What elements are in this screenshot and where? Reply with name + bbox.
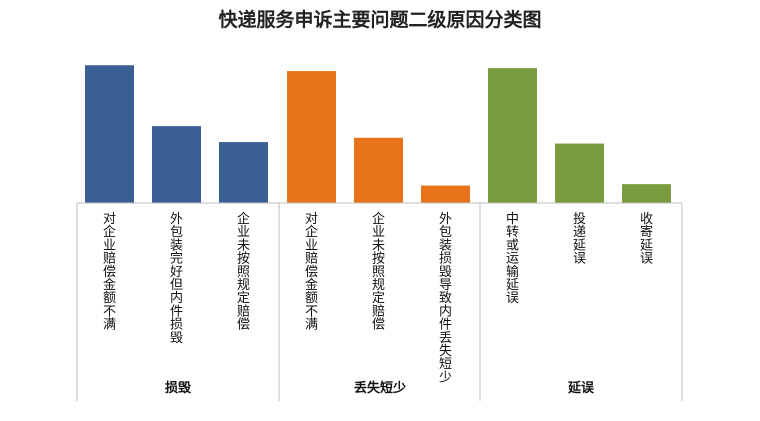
bar-2-1 bbox=[287, 71, 336, 203]
category-label: 对企业赔偿金额不满 bbox=[103, 212, 116, 333]
bar-3-1 bbox=[488, 68, 537, 204]
bar-1-2 bbox=[152, 126, 201, 203]
category-label: 企业未按照规定赔偿 bbox=[237, 211, 250, 333]
bar-3-2 bbox=[555, 143, 604, 203]
category-label: 对企业赔偿金额不满 bbox=[305, 212, 318, 333]
category-label: 中转或运输延误 bbox=[506, 212, 519, 306]
group-label: 丢失短少 bbox=[354, 380, 406, 396]
category-label: 外包装完好但内件损毁 bbox=[170, 212, 183, 346]
bar-2-3 bbox=[421, 185, 470, 203]
category-label: 收寄延误 bbox=[640, 212, 653, 267]
bar-1-1 bbox=[85, 65, 134, 203]
category-label: 企业未按照规定赔偿 bbox=[372, 211, 385, 333]
category-label: 外包装损毁导致内件丢失短少 bbox=[439, 212, 452, 385]
group-label: 损毁 bbox=[165, 380, 192, 396]
bar-3-3 bbox=[622, 184, 671, 203]
category-label: 投递延误 bbox=[573, 211, 586, 267]
bar-1-3 bbox=[219, 142, 268, 203]
bar-2-2 bbox=[354, 137, 403, 203]
group-label: 延误 bbox=[567, 380, 595, 396]
bars-layer bbox=[85, 65, 671, 204]
chart-title: 快递服务申诉主要问题二级原因分类图 bbox=[218, 8, 541, 31]
axis-layer bbox=[76, 202, 683, 401]
